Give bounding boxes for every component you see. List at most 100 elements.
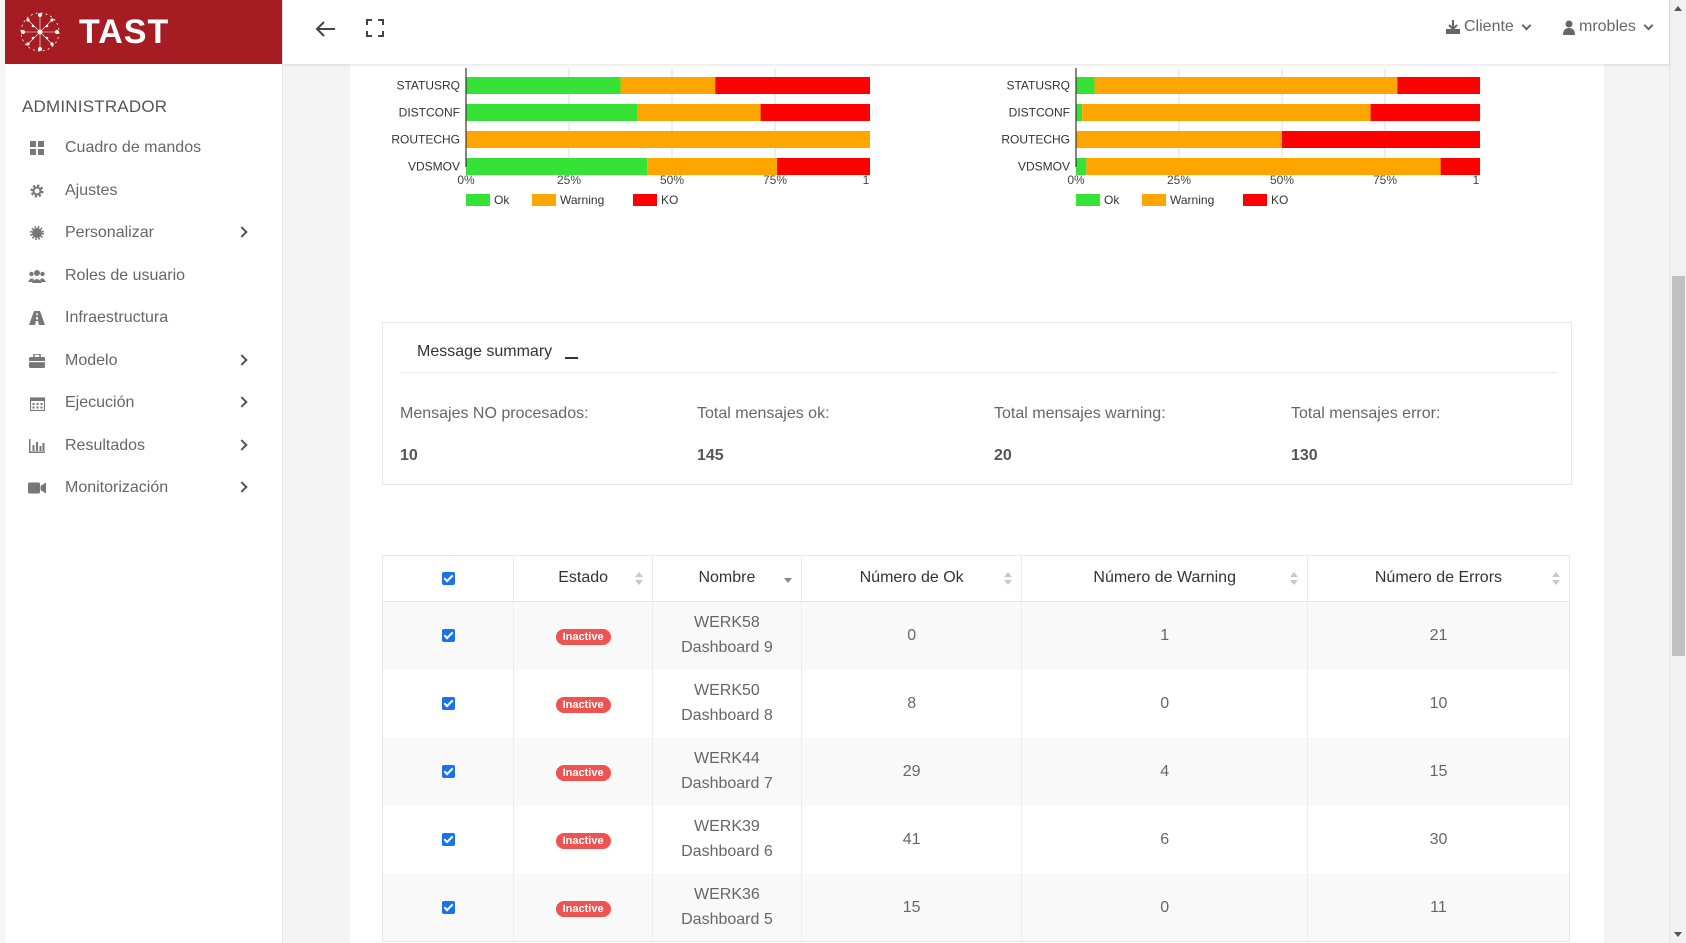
summary-header: Message summary — [400, 323, 1556, 373]
row-code: WERK50 — [694, 682, 760, 699]
sidebar-item-label: Ejecución — [65, 394, 135, 412]
scroll-thumb[interactable] — [1672, 276, 1685, 656]
table-row[interactable]: Inactive WERK58 Dashboard 9 0 1 21 — [383, 601, 1569, 669]
sidebar-item-ejecucion[interactable]: Ejecución — [5, 382, 282, 425]
video-camera-icon — [27, 479, 47, 497]
sidebar-item-ajustes[interactable]: Ajustes — [5, 170, 282, 213]
bar-segment-ko — [760, 104, 870, 121]
sidebar-item-resultados[interactable]: Resultados — [5, 425, 282, 468]
bar-segment-warning — [466, 131, 870, 148]
tast-logo-icon — [19, 11, 61, 53]
stat-value: 10 — [400, 447, 418, 464]
cell-errors: 15 — [1307, 737, 1569, 805]
bar-segment-warning — [1094, 77, 1398, 94]
sidebar-item-monitorizacion[interactable]: Monitorización — [5, 467, 282, 510]
sidebar: TAST ADMINISTRADOR Cuadro de mandos Ajus… — [5, 0, 283, 943]
sidebar-item-cuadro-de-mandos[interactable]: Cuadro de mandos — [5, 127, 282, 170]
y-category-label: STATUSRQ — [396, 79, 460, 93]
sidebar-item-personalizar[interactable]: Personalizar — [5, 212, 282, 255]
cell-ok: 0 — [801, 601, 1023, 669]
sort-desc-icon[interactable] — [783, 572, 792, 586]
topbar: Cliente mrobles — [283, 0, 1669, 64]
fullscreen-icon[interactable] — [365, 18, 385, 38]
bar-segment-ok — [466, 77, 621, 94]
back-arrow-icon[interactable] — [313, 16, 339, 42]
stat-label: Mensajes NO procesados: — [400, 405, 589, 422]
chevron-right-icon — [236, 354, 248, 366]
users-icon — [27, 267, 47, 285]
legend-label: Ok — [494, 193, 510, 207]
bar-segment-ko — [1282, 131, 1480, 148]
chevron-down-icon — [1521, 20, 1532, 30]
bar-segment-warning — [1086, 158, 1441, 175]
chart-svg: 0% 25% 50% 75% 100% STATUSRQ DISTCONF ROUTECHG V… — [391, 68, 870, 207]
row-code: WERK39 — [694, 818, 760, 835]
status-chart-right: 0% 25% 50% 75% 100% STATUSRQ DISTCONF ROUTECHG V… — [960, 64, 1480, 234]
sidebar-item-roles-de-usuario[interactable]: Roles de usuario — [5, 255, 282, 298]
x-tick-label: 75% — [763, 173, 787, 187]
sidebar-item-label: Monitorización — [65, 479, 169, 497]
cell-ok: 29 — [801, 737, 1023, 805]
column-header-numero-warning[interactable]: Número de Warning — [1021, 556, 1308, 602]
chevron-right-icon — [236, 396, 248, 408]
cell-ok: 41 — [801, 805, 1023, 873]
sort-icon[interactable] — [1552, 572, 1560, 586]
row-checkbox[interactable] — [441, 832, 455, 846]
bar-chart-icon — [27, 437, 47, 455]
column-header-numero-ok[interactable]: Número de Ok — [801, 556, 1023, 602]
y-category-label: ROUTECHG — [1001, 133, 1070, 147]
sort-icon[interactable] — [635, 572, 644, 586]
bar-segment-ko — [1397, 77, 1480, 94]
table-row[interactable]: Inactive WERK39 Dashboard 6 41 6 30 — [383, 805, 1569, 873]
select-all-header[interactable] — [383, 556, 515, 602]
scroll-down-icon[interactable] — [1674, 932, 1682, 937]
table-row[interactable]: Inactive WERK50 Dashboard 8 8 0 10 — [383, 669, 1569, 737]
brand-title: TAST — [79, 12, 170, 51]
sidebar-item-infraestructura[interactable]: Infraestructura — [5, 297, 282, 340]
bar-segment-ok — [1076, 104, 1083, 121]
bar-segment-ok — [466, 158, 648, 175]
scroll-up-icon[interactable] — [1674, 6, 1682, 11]
dashboard-grid-icon — [27, 139, 47, 157]
sort-icon[interactable] — [1289, 572, 1298, 586]
row-checkbox[interactable] — [441, 696, 455, 710]
sidebar-item-modelo[interactable]: Modelo — [5, 340, 282, 383]
brand-header[interactable]: TAST — [5, 0, 282, 64]
summary-title: Message summary — [417, 343, 553, 360]
status-badge: Inactive — [555, 764, 611, 781]
chevron-right-icon — [236, 439, 248, 451]
bar-segment-warning — [647, 158, 778, 175]
row-checkbox[interactable] — [441, 764, 455, 778]
legend-swatch-ok — [466, 194, 490, 206]
column-header-nombre[interactable]: Nombre — [652, 556, 802, 602]
client-menu[interactable]: Cliente — [1445, 18, 1532, 36]
row-dashboard: Dashboard 9 — [681, 639, 773, 657]
legend-label: Ok — [1104, 193, 1120, 207]
column-header-numero-errors[interactable]: Número de Errors — [1307, 556, 1569, 602]
user-menu[interactable]: mrobles — [1563, 18, 1654, 36]
x-tick-label: 50% — [660, 173, 684, 187]
stat-label: Total mensajes ok: — [697, 405, 830, 422]
x-tick-label: 25% — [557, 173, 581, 187]
bar-segment-ok — [1076, 77, 1095, 94]
client-menu-label: Cliente — [1464, 18, 1514, 35]
select-all-checkbox[interactable] — [441, 571, 455, 585]
legend-label: Warning — [560, 193, 604, 207]
stat-label: Total mensajes warning: — [994, 405, 1166, 422]
row-checkbox[interactable] — [441, 900, 455, 914]
column-header-estado[interactable]: Estado — [513, 556, 654, 602]
legend-label: Warning — [1170, 193, 1214, 207]
legend-label: KO — [661, 193, 678, 207]
cell-errors: 21 — [1307, 601, 1569, 669]
row-checkbox[interactable] — [441, 629, 455, 643]
sort-icon[interactable] — [1004, 572, 1013, 586]
page-scrollbar[interactable] — [1669, 0, 1686, 943]
stat-value: 20 — [994, 447, 1012, 464]
cell-warning: 6 — [1021, 805, 1308, 873]
table-row[interactable]: Inactive WERK36 Dashboard 5 15 0 11 — [383, 873, 1569, 941]
briefcase-icon — [27, 352, 47, 370]
legend-swatch-ko — [1243, 194, 1267, 206]
table-row[interactable]: Inactive WERK44 Dashboard 7 29 4 15 — [383, 737, 1569, 805]
minimize-icon[interactable] — [565, 357, 578, 359]
column-label: Número de Warning — [1093, 569, 1236, 587]
